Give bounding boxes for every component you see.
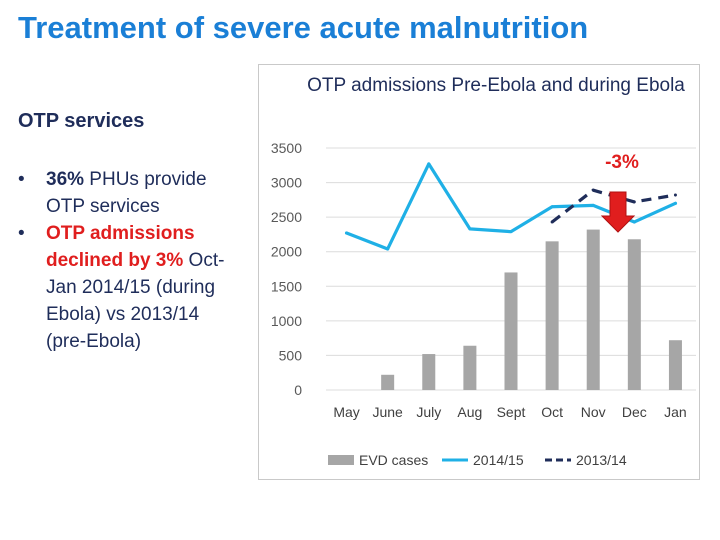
x-tick-label: Sept bbox=[497, 404, 526, 420]
bullet-item-phus: • 36% PHUs provide OTP services bbox=[18, 166, 243, 220]
y-tick-label: 3500 bbox=[271, 140, 302, 156]
point-2014-15 bbox=[591, 203, 595, 207]
chart-title: OTP admissions Pre-Ebola and during Ebol… bbox=[307, 75, 685, 96]
point-2014-15 bbox=[550, 205, 554, 209]
legend-label: 2013/14 bbox=[576, 452, 627, 468]
bullet-dot: • bbox=[18, 169, 25, 190]
legend-label: EVD cases bbox=[359, 452, 428, 468]
x-tick-label: Nov bbox=[581, 404, 606, 420]
point-2014-15 bbox=[386, 247, 390, 251]
y-tick-label: 2500 bbox=[271, 209, 302, 225]
x-tick-label: Dec bbox=[622, 404, 647, 420]
legend-label: 2014/15 bbox=[473, 452, 524, 468]
bar-evd-cases bbox=[422, 354, 436, 390]
point-2014-15 bbox=[427, 162, 431, 166]
point-2013-14 bbox=[673, 193, 677, 197]
point-2013-14 bbox=[591, 188, 595, 192]
y-tick-label: 1000 bbox=[271, 313, 302, 329]
y-tick-label: 2000 bbox=[271, 244, 302, 260]
bar-evd-cases bbox=[504, 272, 518, 390]
slide-title: Treatment of severe acute malnutrition bbox=[18, 10, 589, 45]
point-2014-15 bbox=[673, 201, 677, 205]
x-tick-label: May bbox=[333, 404, 359, 420]
bullet-strong-decline: OTP admissions declined by 3% bbox=[46, 223, 195, 271]
point-2014-15 bbox=[468, 227, 472, 231]
down-arrow-icon bbox=[600, 191, 636, 233]
bullet-list: • 36% PHUs provide OTP services • OTP ad… bbox=[18, 166, 243, 355]
x-tick-label: June bbox=[372, 404, 403, 420]
legend-swatch-evd-cases bbox=[328, 455, 354, 465]
bullet-text: PHUs provide OTP services bbox=[46, 169, 207, 217]
bar-evd-cases bbox=[381, 374, 395, 390]
y-tick-label: 3000 bbox=[271, 175, 302, 191]
y-tick-label: 0 bbox=[294, 382, 302, 398]
bullet-strong-percent: 36% bbox=[46, 169, 85, 190]
annotation-label: -3% bbox=[605, 152, 639, 173]
point-2014-15 bbox=[345, 231, 349, 235]
x-tick-label: Aug bbox=[457, 404, 482, 420]
bullet-text: Oct- Jan 2014/15 (during Ebola) vs 2013/… bbox=[46, 250, 225, 352]
y-tick-label: 500 bbox=[279, 347, 303, 363]
x-tick-label: July bbox=[416, 404, 441, 420]
section-subtitle: OTP services bbox=[18, 110, 145, 132]
bar-evd-cases bbox=[586, 229, 600, 390]
point-2014-15 bbox=[509, 230, 513, 234]
bar-evd-cases bbox=[627, 239, 641, 390]
point-2013-14 bbox=[632, 200, 636, 204]
bar-evd-cases bbox=[545, 241, 559, 390]
x-tick-label: Jan bbox=[664, 404, 687, 420]
point-2013-14 bbox=[550, 220, 554, 224]
bar-evd-cases bbox=[463, 345, 477, 390]
bar-evd-cases bbox=[668, 340, 682, 390]
chart-frame bbox=[258, 64, 700, 480]
y-tick-label: 1500 bbox=[271, 278, 302, 294]
bullet-dot: • bbox=[18, 223, 25, 244]
point-2014-15 bbox=[632, 220, 636, 224]
x-tick-label: Oct bbox=[541, 404, 563, 420]
bullet-item-otp-admissions: • OTP admissions declined by 3% Oct- Jan… bbox=[18, 220, 243, 355]
